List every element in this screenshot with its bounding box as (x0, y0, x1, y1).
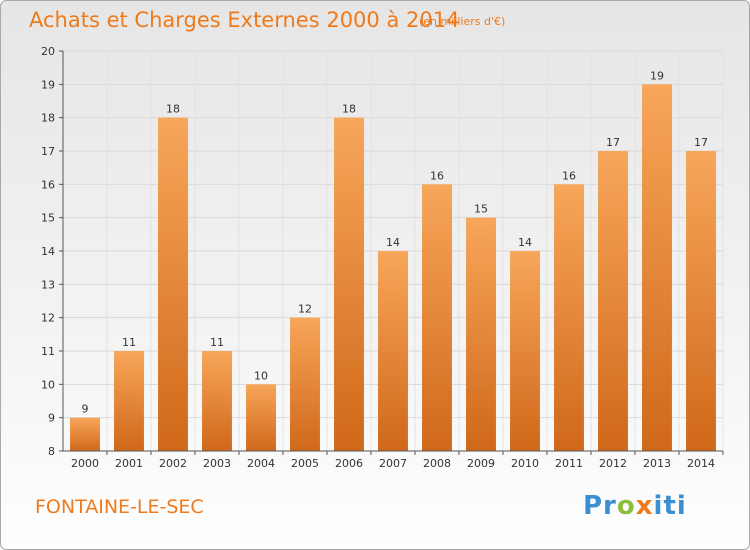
data-label: 14 (518, 236, 532, 249)
y-tick-label: 17 (41, 145, 55, 158)
bar (598, 151, 628, 451)
bar (378, 251, 408, 451)
x-tick-label: 2005 (291, 457, 319, 470)
bar (642, 84, 672, 451)
x-tick-label: 2007 (379, 457, 407, 470)
bar (202, 351, 232, 451)
data-label: 11 (210, 336, 224, 349)
data-label: 9 (82, 403, 89, 416)
x-tick-label: 2010 (511, 457, 539, 470)
y-tick-label: 8 (48, 445, 55, 458)
commune-name: FONTAINE-LE-SEC (35, 496, 204, 518)
x-tick-label: 2002 (159, 457, 187, 470)
data-label: 19 (650, 69, 664, 82)
bar (114, 351, 144, 451)
x-tick-label: 2013 (643, 457, 671, 470)
axes (59, 50, 724, 455)
y-tick-label: 18 (41, 112, 55, 125)
x-tick-label: 2006 (335, 457, 363, 470)
y-tick-label: 14 (41, 245, 55, 258)
y-tick-label: 9 (48, 412, 55, 425)
x-tick-label: 2001 (115, 457, 143, 470)
data-label: 16 (430, 169, 444, 182)
bar (554, 184, 584, 452)
x-tick-label: 2014 (687, 457, 715, 470)
bar (334, 117, 364, 452)
data-label: 17 (694, 136, 708, 149)
data-label: 10 (254, 369, 268, 382)
x-tick-label: 2004 (247, 457, 275, 470)
y-tick-label: 16 (41, 178, 55, 191)
bar (422, 184, 452, 452)
data-label: 11 (122, 336, 136, 349)
y-tick-label: 11 (41, 345, 55, 358)
chart-title: Achats et Charges Externes 2000 à 2014 (29, 8, 460, 32)
data-label: 17 (606, 136, 620, 149)
y-tick-label: 12 (41, 312, 55, 325)
x-tick-label: 2012 (599, 457, 627, 470)
data-label: 18 (166, 103, 180, 116)
x-tick-label: 2003 (203, 457, 231, 470)
data-label: 12 (298, 303, 312, 316)
bar (246, 384, 276, 451)
y-tick-label: 19 (41, 78, 55, 91)
bar (510, 251, 540, 451)
data-label: 18 (342, 103, 356, 116)
bar (290, 317, 320, 451)
bar (70, 417, 100, 451)
y-tick-label: 13 (41, 278, 55, 291)
bar (686, 151, 716, 451)
bars (70, 84, 716, 452)
proxiti-logo: Proxiti (583, 491, 687, 521)
y-tick-label: 10 (41, 378, 55, 391)
y-tick-label: 20 (41, 45, 55, 58)
data-label: 14 (386, 236, 400, 249)
chart-unit: (en milliers d'€) (419, 15, 506, 28)
data-label: 16 (562, 169, 576, 182)
y-tick-label: 15 (41, 212, 55, 225)
bar (158, 117, 188, 452)
data-label: 15 (474, 203, 488, 216)
x-tick-label: 2008 (423, 457, 451, 470)
x-tick-label: 2000 (71, 457, 99, 470)
x-tick-label: 2011 (555, 457, 583, 470)
labels: 8 9 10 11 12 13 14 15 16 17 18 19 20 9 2000 11 2001 18 200… (41, 45, 715, 470)
bar (466, 217, 496, 451)
x-tick-label: 2009 (467, 457, 495, 470)
